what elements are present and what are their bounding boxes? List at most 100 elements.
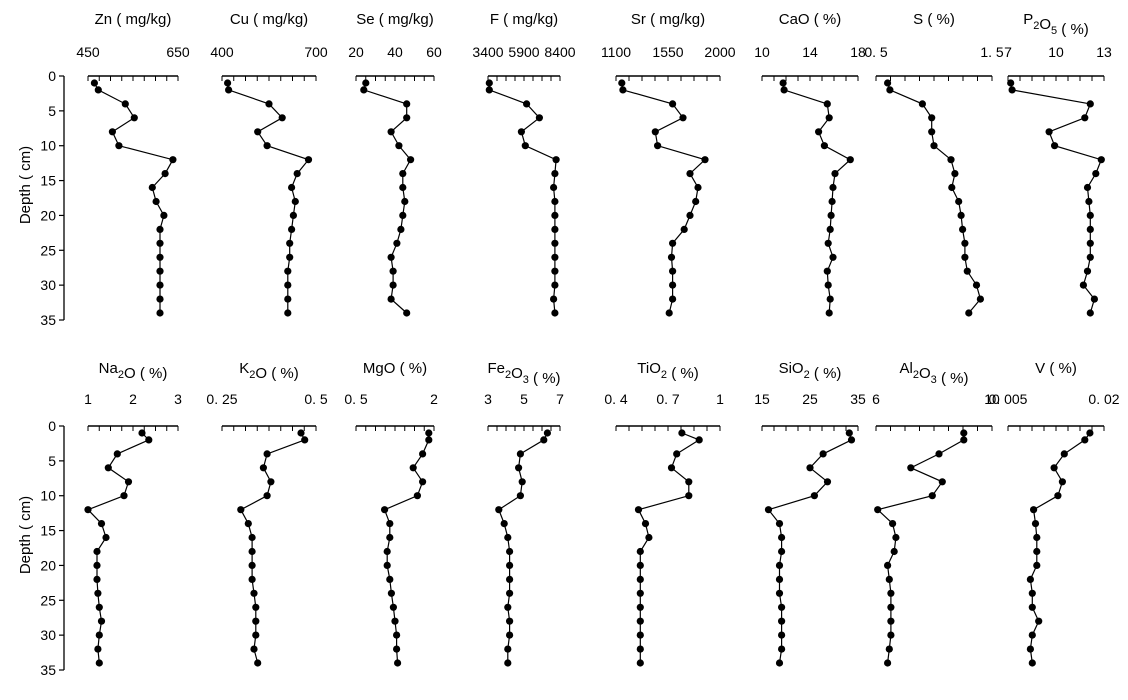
data-point <box>1086 429 1094 437</box>
data-point <box>495 506 503 514</box>
x-tick-label: 1 <box>716 391 724 407</box>
data-point <box>95 631 103 639</box>
depth-tick-label: 15 <box>40 173 56 189</box>
data-point <box>263 492 271 500</box>
data-point <box>250 589 258 597</box>
data-point <box>928 114 936 122</box>
data-point <box>1081 114 1089 122</box>
data-point <box>94 86 102 94</box>
x-tick-label: 700 <box>304 44 328 60</box>
data-point <box>634 506 643 514</box>
data-point <box>685 478 693 486</box>
data-point <box>360 86 368 94</box>
data-point <box>667 464 676 472</box>
x-tick-label: 13 <box>1096 44 1112 60</box>
data-point <box>775 659 784 667</box>
depth-tick-label: 20 <box>40 557 56 573</box>
data-point <box>972 281 981 289</box>
data-point <box>892 533 900 542</box>
data-point <box>225 86 233 94</box>
data-point <box>224 79 232 87</box>
data-point <box>252 603 260 611</box>
data-point <box>399 170 407 178</box>
data-point <box>636 659 644 667</box>
data-point <box>636 575 644 584</box>
panel-title: MgO ( %) <box>363 360 427 377</box>
data-point <box>94 645 102 653</box>
data-point <box>156 309 164 317</box>
data-point <box>504 659 512 667</box>
data-point <box>820 142 829 150</box>
panel-title: F ( mg/kg) <box>490 11 558 28</box>
panel-title: Sr ( mg/kg) <box>631 11 705 28</box>
data-point <box>778 547 786 556</box>
panel-title: Al2O3 ( %) <box>900 360 969 387</box>
data-point <box>1033 533 1041 542</box>
data-point <box>907 464 915 472</box>
depth-tick-label: 30 <box>40 277 56 293</box>
data-point <box>961 253 969 261</box>
data-point <box>115 142 123 150</box>
data-point <box>284 267 292 275</box>
data-point <box>516 492 525 500</box>
data-point <box>960 436 968 444</box>
data-point <box>254 128 262 136</box>
data-point <box>928 128 936 136</box>
profile-line <box>876 433 965 664</box>
data-point <box>887 631 895 639</box>
data-point <box>930 142 938 150</box>
data-point <box>938 478 946 486</box>
data-point <box>1028 631 1036 639</box>
data-point <box>686 211 694 219</box>
depth-tick-label: 10 <box>40 488 56 504</box>
data-point <box>678 429 686 437</box>
x-tick-label: 0. 005 <box>989 391 1028 407</box>
data-point <box>401 197 409 206</box>
x-tick-label: 7 <box>1004 44 1012 60</box>
data-point <box>517 128 526 136</box>
data-point <box>413 492 421 500</box>
data-point <box>918 100 927 108</box>
depth-tick-label: 35 <box>40 662 56 678</box>
data-point <box>779 79 787 87</box>
data-point <box>386 533 394 542</box>
depth-tick-label: 30 <box>40 627 56 643</box>
data-point <box>284 295 292 303</box>
data-point <box>976 295 985 303</box>
data-point <box>95 603 103 611</box>
data-point <box>551 225 559 233</box>
depth-tick-label: 0 <box>48 418 56 434</box>
x-tick-label: 10 <box>1048 44 1064 60</box>
data-point <box>551 253 559 261</box>
data-point <box>692 197 700 206</box>
data-point <box>399 183 407 192</box>
data-point <box>1086 239 1094 247</box>
x-tick-label: 14 <box>802 44 818 60</box>
data-point <box>288 183 296 192</box>
data-point <box>389 267 397 275</box>
depth-tick-label: 25 <box>40 592 56 608</box>
data-point <box>1086 211 1094 219</box>
panel-title: Se ( mg/kg) <box>356 11 434 28</box>
data-point <box>641 520 650 528</box>
data-point <box>403 309 411 317</box>
data-point <box>669 295 677 303</box>
data-point <box>521 142 529 150</box>
depth-axis-label-row-1: Depth ( cm) <box>17 146 34 224</box>
data-point <box>393 239 401 247</box>
data-point <box>673 450 681 458</box>
x-tick-label: 3400 <box>472 44 503 60</box>
data-point <box>93 575 101 584</box>
data-point <box>500 520 508 528</box>
data-point <box>824 281 832 289</box>
data-point <box>506 589 514 597</box>
data-point <box>95 659 103 667</box>
data-point <box>618 79 626 87</box>
data-point <box>97 520 106 528</box>
data-point <box>403 114 411 122</box>
panel-title: S ( %) <box>913 11 955 28</box>
data-point <box>1007 79 1015 87</box>
data-point <box>259 464 267 472</box>
data-point <box>552 156 560 164</box>
panel-title: K2O ( %) <box>239 360 298 382</box>
